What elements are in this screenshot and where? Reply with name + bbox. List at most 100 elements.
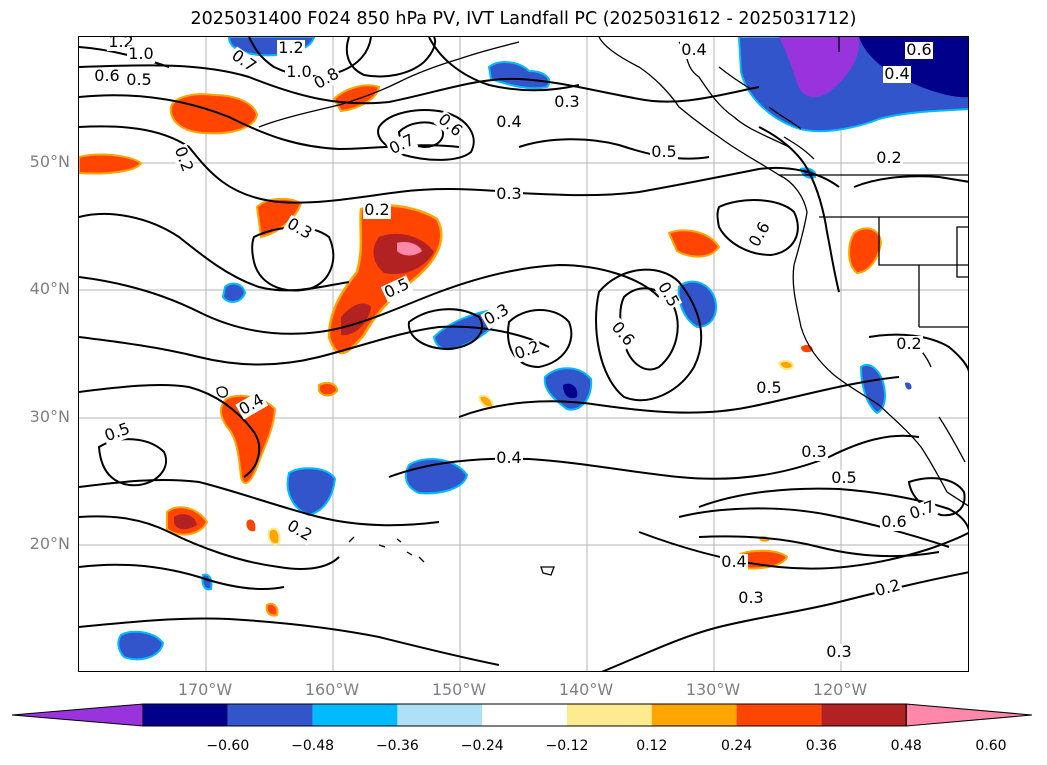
- contour-label: 0.4: [721, 552, 746, 571]
- colorbar-extend-min: [12, 703, 144, 727]
- colorbar-border: [142, 703, 907, 727]
- colorbar-segment: [567, 704, 652, 726]
- contour-label-bg: [875, 150, 903, 167]
- lon-label-150w: 150°W: [431, 680, 487, 699]
- contour-label-bg: [385, 131, 419, 159]
- contour-label-bg: [883, 66, 911, 83]
- map-panel[interactable]: 1.2 1.0 0.6 0.5 0.7 1.2 1.0 0.8 0.4 0.6 0.4 0.3 0.4 0…: [78, 36, 969, 672]
- contour-label-bg: [830, 470, 858, 487]
- contour-label: 0.8: [310, 64, 342, 93]
- contour-label-bg: [127, 46, 155, 63]
- colorbar-tick-label: −0.48: [291, 738, 335, 754]
- contour-label: 0.2: [876, 148, 901, 167]
- colorbar-tick-label: 0.12: [636, 738, 668, 754]
- contour-label: 1.2: [278, 38, 303, 57]
- contour-label-bg: [235, 390, 269, 420]
- contour-label-bg: [277, 40, 305, 57]
- contour-label-bg: [720, 554, 748, 571]
- colorbar-tick-label: 0.60: [975, 738, 1007, 754]
- contour-label: 0.2: [873, 575, 903, 600]
- contour-label-bg: [653, 278, 683, 312]
- contour-label-bg: [495, 114, 523, 131]
- contour-label: 0.3: [496, 184, 521, 203]
- contour-label-bg: [905, 42, 933, 59]
- contour-label-bg: [755, 380, 783, 397]
- contour-label: 0.4: [884, 64, 909, 83]
- lon-label-120w: 120°W: [812, 680, 868, 699]
- colorbar-segment: [397, 704, 483, 726]
- map-svg: 1.21.00.6 0.50.7 1.21.00.80.4 0.60.40.30.40…: [79, 37, 968, 671]
- contour-label-bg: [895, 336, 923, 353]
- contour-label-bg: [282, 516, 316, 546]
- contour-label-bg: [101, 419, 134, 446]
- contour-label: 1.0: [286, 62, 311, 81]
- contour-label: 0.4: [681, 40, 706, 59]
- contour-label: 0.2: [896, 334, 921, 353]
- contour-label: 0.3: [554, 92, 579, 111]
- contour-label-bg: [170, 143, 197, 176]
- contour-label-bg: [680, 42, 708, 59]
- lat-label-50n: 50°N: [29, 152, 70, 171]
- contour-label-bg: [363, 202, 391, 219]
- contour-label: 0.4: [496, 112, 521, 131]
- contour-label-bg: [433, 110, 467, 142]
- contour-label-bg: [495, 450, 523, 467]
- colorbar-segment: [821, 704, 907, 726]
- contour-label-bg: [650, 144, 678, 161]
- contour-label: 0.3: [738, 588, 763, 607]
- contour-label-bg: [285, 64, 313, 81]
- colorbar-segment: [482, 704, 567, 726]
- pc-contours: [79, 37, 968, 671]
- contour-label: 1.0: [128, 44, 153, 63]
- contour-label: 0.5: [126, 70, 151, 89]
- contour-label-bg: [93, 68, 121, 85]
- colorbar-tick-label: −0.60: [206, 738, 250, 754]
- contour-label-bg: [745, 218, 775, 252]
- contour-label: 0.6: [435, 109, 467, 140]
- contour-label: 0.3: [826, 642, 851, 661]
- contour-label: 0.2: [364, 200, 389, 219]
- coastlines: [216, 37, 968, 576]
- contour-label-bg: [495, 186, 523, 203]
- colorbar-tick-label: −0.36: [375, 738, 419, 754]
- contour-label-bg: [310, 64, 344, 94]
- colorbar-tick-label: 0.48: [890, 738, 922, 754]
- contour-label: 0.6: [94, 66, 119, 85]
- contour-label-bg: [380, 275, 414, 303]
- contour-label-bg: [480, 300, 514, 330]
- colorbar-segment: [227, 704, 313, 726]
- colorbar-segment: [143, 704, 228, 726]
- contour-label: 0.6: [906, 40, 931, 59]
- contour-label: 0.3: [801, 442, 826, 461]
- lon-label-140w: 140°W: [558, 680, 614, 699]
- contour-label-bg: [872, 576, 904, 601]
- contour-label-bg: [880, 514, 908, 531]
- colorbar-segment: [312, 704, 398, 726]
- contour-label-bg: [606, 317, 638, 351]
- contour-label: 0.7: [386, 130, 417, 158]
- contour-label: 0.5: [756, 378, 781, 397]
- lat-label-30n: 30°N: [29, 407, 70, 426]
- colorbar-tick-label: −0.24: [460, 738, 504, 754]
- contour-label-bg: [125, 72, 153, 89]
- contour-label: 0.6: [608, 318, 639, 350]
- contour-label: 0.5: [651, 142, 676, 161]
- contour-label-bg: [737, 590, 765, 607]
- contour-label: 0.6: [881, 512, 906, 531]
- contour-label-bg: [825, 644, 853, 661]
- lon-label-130w: 130°W: [685, 680, 741, 699]
- contour-label-bg: [906, 497, 939, 524]
- contour-label-bg: [553, 94, 581, 111]
- lat-label-20n: 20°N: [29, 534, 70, 553]
- contour-label: 0.6: [745, 218, 774, 250]
- colorbar-extend-max: [905, 703, 1033, 727]
- lon-label-160w: 160°W: [304, 680, 360, 699]
- negative-pv-patches: [117, 37, 968, 661]
- colorbar: [12, 703, 1033, 727]
- colorbar-segment: [651, 704, 737, 726]
- contour-label-bg: [511, 337, 544, 364]
- contour-label-bg: [800, 444, 828, 461]
- colorbar-tick-label: −0.12: [545, 738, 589, 754]
- positive-pv-patches: [79, 84, 883, 617]
- colorbar-tick-label: 0.24: [721, 738, 753, 754]
